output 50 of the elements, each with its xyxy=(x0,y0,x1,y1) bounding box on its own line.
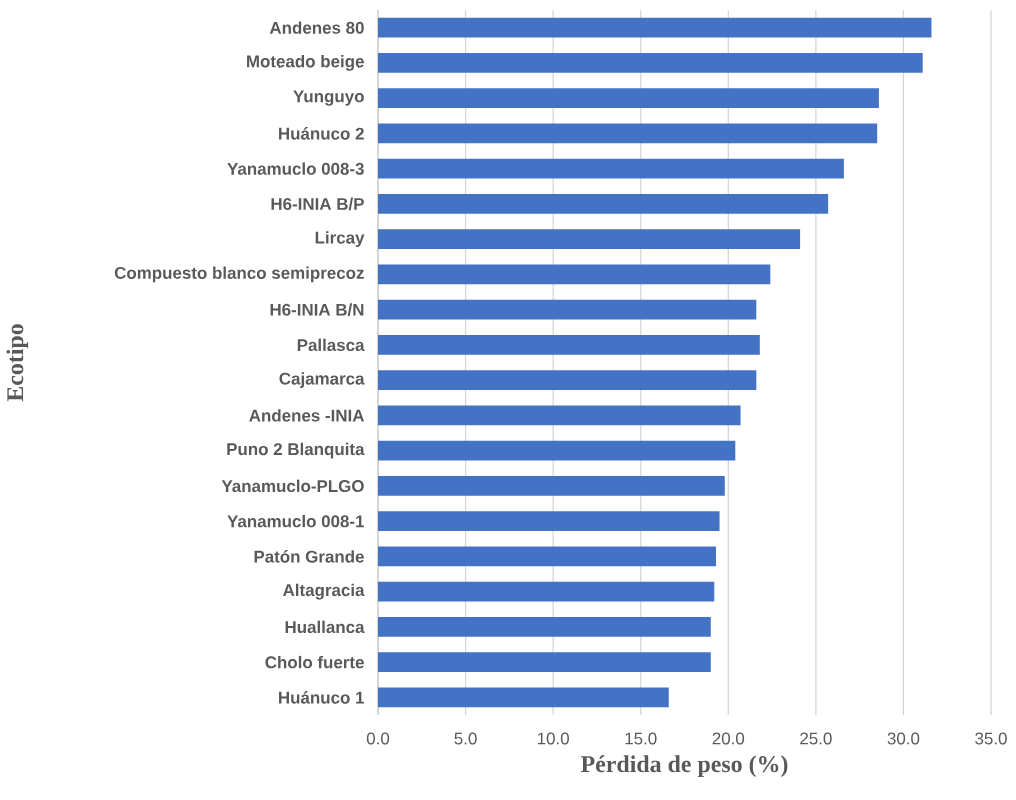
y-tick-label: Andenes -INIA xyxy=(249,409,365,422)
y-tick-label: Compuesto blanco semiprecoz xyxy=(114,266,364,283)
y-tick-label: Pallasca xyxy=(297,338,365,352)
bar xyxy=(378,335,760,355)
x-tick-label: 35.0 xyxy=(975,732,1007,745)
bar xyxy=(378,299,757,320)
x-tick-label: 5.0 xyxy=(454,732,477,745)
bar xyxy=(378,511,720,531)
y-tick-label: Lircay xyxy=(315,231,365,248)
bar xyxy=(378,264,771,285)
y-tick-label: H6-INIA B/P xyxy=(271,197,364,211)
y-tick-label: Yunguyo xyxy=(293,90,364,106)
y-tick-label: Patón Grande xyxy=(254,550,364,563)
y-tick-label: Huánuco 2 xyxy=(279,127,364,140)
y-tick-label: Cajamarca xyxy=(279,372,365,389)
y-tick-label: Cholo fuerte xyxy=(265,655,364,669)
x-axis-title: Pérdida de peso (%) xyxy=(580,755,788,778)
bar xyxy=(378,476,725,496)
bar xyxy=(378,652,711,672)
bar xyxy=(378,229,801,249)
x-tick-label: 15.0 xyxy=(625,732,657,745)
bar xyxy=(378,193,829,214)
x-tick-label: 25.0 xyxy=(800,732,832,745)
x-tick-label: 30.0 xyxy=(887,732,920,745)
y-tick-label: Altagracia xyxy=(283,583,365,600)
y-tick-label: Yanamuclo 008-1 xyxy=(227,514,364,528)
y-tick-label: H6-INIA B/N xyxy=(270,303,364,316)
bar xyxy=(378,17,932,38)
y-tick-label: Puno 2 Blanquita xyxy=(227,442,365,459)
bar xyxy=(378,440,736,461)
x-tick-label: 0.0 xyxy=(366,732,390,745)
bar xyxy=(378,405,741,426)
y-tick-label: Huánuco 1 xyxy=(279,691,365,704)
y-axis-title: Ecotipo xyxy=(6,324,29,402)
bar xyxy=(378,158,844,179)
bar xyxy=(378,53,923,73)
bar xyxy=(378,370,757,390)
x-tick-label: 10.0 xyxy=(537,732,569,745)
y-tick-label: Huallanca xyxy=(285,620,365,634)
bar xyxy=(378,88,879,108)
bar xyxy=(378,581,715,602)
y-tick-label: Moteado beige xyxy=(247,54,364,71)
bar xyxy=(378,123,878,144)
y-tick-label: Yanamuclo 008-3 xyxy=(227,162,364,175)
y-tick-label: Andenes 80 xyxy=(269,21,364,34)
bar xyxy=(378,546,717,567)
y-tick-label: Yanamuclo-PLGO xyxy=(221,479,364,493)
bar xyxy=(378,687,669,708)
bar xyxy=(378,617,711,637)
x-tick-label: 20.0 xyxy=(712,732,745,745)
